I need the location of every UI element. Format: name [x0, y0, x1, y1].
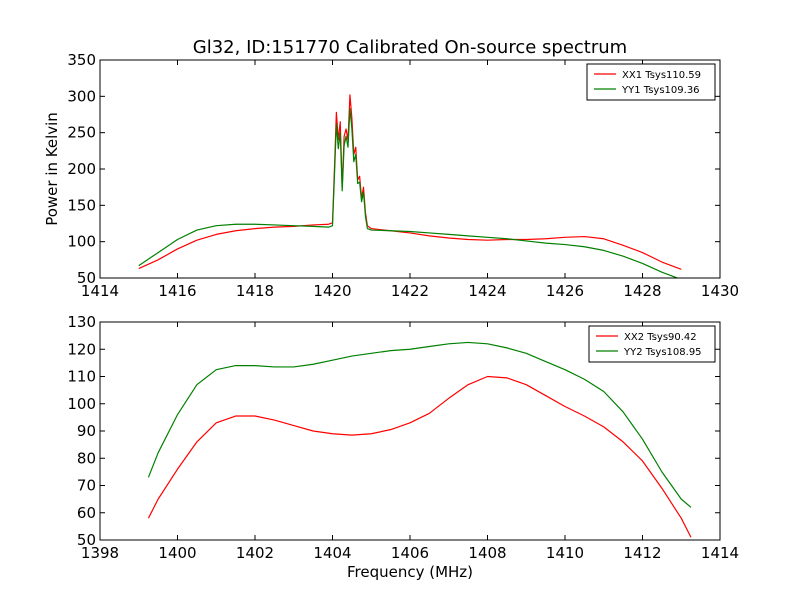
top-plot-frame — [99, 59, 721, 279]
bottom-ytick-label-7: 120 — [67, 340, 96, 358]
bottom-ytick-label-8: 130 — [67, 313, 96, 331]
top-ytick-label-6: 350 — [67, 51, 96, 69]
bottom-xtick-label-5: 1408 — [468, 544, 506, 562]
top-ytick-label-4: 250 — [67, 124, 96, 142]
top-xtick-label-2: 1418 — [236, 282, 274, 300]
bottom-plot-frame — [99, 321, 721, 541]
bottom-series-line-1 — [147, 341, 692, 508]
bottom-ytick-label-2: 70 — [77, 477, 96, 495]
top-ytick-label-3: 200 — [67, 160, 96, 178]
bottom-xtick-label-8: 1414 — [701, 544, 739, 562]
bottom-ytick-label-1: 60 — [77, 504, 96, 522]
top-xtick-label-4: 1422 — [391, 282, 429, 300]
bottom-series-line-0 — [147, 375, 692, 538]
bottom-plot: 1398 1400 1402 1404 1406 1408 1410 1412 1414 50 60… — [67, 313, 739, 581]
bottom-xtick-label-0: 1398 — [81, 544, 119, 562]
top-xtick-label-6: 1426 — [546, 282, 584, 300]
bottom-legend-label-yy2: YY2 Tsys108.95 — [623, 347, 702, 358]
bottom-plot-legend: XX2 Tsys90.42 YY2 Tsys108.95 — [588, 325, 716, 363]
top-xtick-label-1: 1416 — [158, 282, 196, 300]
bottom-ytick-label-4: 90 — [77, 422, 96, 440]
top-ytick-label-0: 50 — [77, 269, 96, 287]
top-plot-ylabel: Power in Kelvin — [43, 112, 61, 226]
bottom-ytick-label-5: 100 — [67, 395, 96, 413]
top-series-line-0 — [138, 94, 682, 270]
top-xtick-label-8: 1430 — [701, 282, 739, 300]
figure-title: Gl32, ID:151770 Calibrated On-source spe… — [193, 37, 627, 58]
top-xtick-label-0: 1414 — [81, 282, 119, 300]
bottom-xtick-label-4: 1406 — [391, 544, 429, 562]
top-xtick-label-3: 1420 — [313, 282, 351, 300]
top-plot: 1414 1416 1418 1420 1422 1424 1426 1428 1430 50 10… — [43, 51, 739, 300]
top-ytick-label-5: 300 — [67, 87, 96, 105]
top-ytick-label-1: 100 — [67, 233, 96, 251]
top-plot-legend-box — [586, 63, 716, 101]
bottom-ytick-label-3: 80 — [77, 449, 96, 467]
bottom-xtick-label-1: 1400 — [158, 544, 196, 562]
bottom-ytick-label-0: 50 — [77, 531, 96, 549]
bottom-plot-xlabel: Frequency (MHz) — [347, 563, 473, 581]
bottom-xtick-label-3: 1404 — [313, 544, 351, 562]
bottom-ytick-label-6: 110 — [67, 368, 96, 386]
top-legend-label-xx1: XX1 Tsys110.59 — [622, 70, 701, 81]
top-legend-label-yy1: YY1 Tsys109.36 — [621, 85, 700, 96]
top-ytick-label-2: 150 — [67, 196, 96, 214]
top-xtick-label-7: 1428 — [623, 282, 661, 300]
top-xtick-label-5: 1424 — [468, 282, 506, 300]
bottom-legend-label-xx2: XX2 Tsys90.42 — [624, 332, 697, 343]
bottom-xtick-label-2: 1402 — [236, 544, 274, 562]
bottom-xtick-label-7: 1412 — [623, 544, 661, 562]
bottom-xtick-label-6: 1410 — [546, 544, 584, 562]
top-plot-legend: XX1 Tsys110.59 YY1 Tsys109.36 — [586, 63, 716, 101]
top-series-line-1 — [138, 108, 680, 278]
bottom-plot-legend-box — [588, 325, 716, 363]
